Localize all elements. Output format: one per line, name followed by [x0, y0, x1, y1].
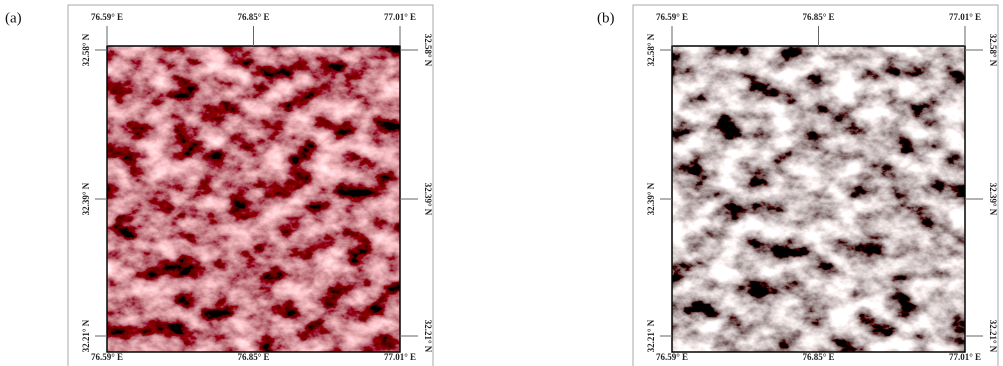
top-coord-label: 76.59° E — [91, 12, 123, 22]
right-coord-label: 32.58° N — [988, 34, 998, 67]
right-coord-label: 32.39° N — [423, 183, 433, 216]
top-coord-label: 76.85° E — [237, 12, 269, 22]
map-panel: (b) 76.59° E 76.85° E 77.01° E 76.59° E 76.85… — [597, 4, 999, 366]
bottom-coord-label: 76.59° E — [656, 352, 688, 362]
map-panel: (a) 76.59° E 76.85° E 77.01° E 76.59° E 76.85… — [5, 4, 434, 366]
left-coord-label: 32.39° N — [81, 182, 91, 215]
left-coord-label: 32.21° N — [646, 319, 656, 352]
right-coord-label: 32.21° N — [988, 320, 998, 353]
panels: (a) 76.59° E 76.85° E 77.01° E 76.59° E 76.85… — [5, 4, 999, 366]
top-coord-label: 77.01° E — [949, 12, 981, 22]
panel-label: (b) — [597, 10, 615, 26]
bottom-coord-label: 77.01° E — [949, 352, 981, 362]
left-coord-label: 32.58° N — [646, 33, 656, 66]
left-coord-label: 32.21° N — [81, 319, 91, 352]
right-coord-label: 32.58° N — [423, 34, 433, 67]
map-image — [107, 46, 400, 352]
bottom-coord-label: 76.85° E — [237, 352, 269, 362]
right-coord-label: 32.21° N — [423, 320, 433, 353]
left-coord-label: 32.39° N — [646, 182, 656, 215]
left-coord-label: 32.58° N — [81, 33, 91, 66]
top-coord-label: 76.85° E — [802, 12, 834, 22]
panel-label: (a) — [5, 10, 22, 26]
map-frame — [632, 4, 999, 366]
bottom-coord-label: 77.01° E — [384, 352, 416, 362]
right-coord-label: 32.39° N — [988, 183, 998, 216]
map-image — [672, 46, 965, 352]
bottom-coord-label: 76.59° E — [91, 352, 123, 362]
map-frame — [67, 4, 434, 366]
top-coord-label: 76.59° E — [656, 12, 688, 22]
top-coord-label: 77.01° E — [384, 12, 416, 22]
bottom-coord-label: 76.85° E — [802, 352, 834, 362]
